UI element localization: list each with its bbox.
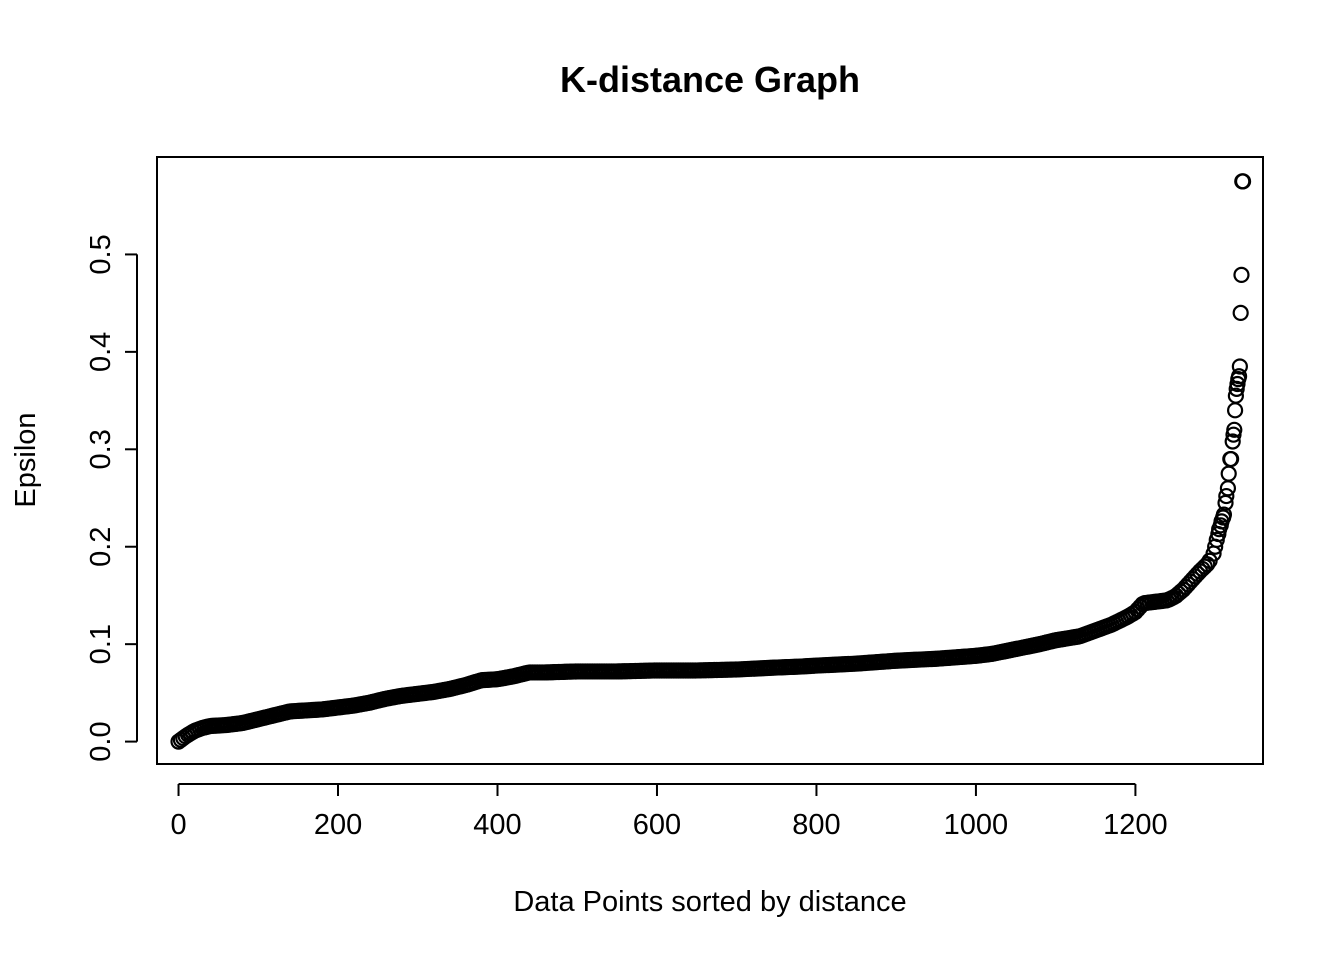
y-tick-label: 0.4	[85, 332, 117, 372]
data-point	[1218, 487, 1235, 505]
chart-title: K-distance Graph	[560, 59, 860, 100]
x-tick-label: 0	[170, 809, 186, 841]
data-point	[1231, 358, 1248, 375]
x-tick-label: 800	[792, 809, 840, 841]
y-tick-label: 0.3	[85, 429, 117, 469]
data-point	[1226, 421, 1243, 438]
x-tick-label: 1200	[1103, 809, 1168, 841]
y-tick-label: 0.2	[85, 527, 117, 567]
data-point	[1230, 368, 1248, 385]
x-axis-label: Data Points sorted by distance	[513, 886, 906, 918]
data-points	[170, 173, 1252, 750]
plot-frame	[156, 156, 1264, 765]
data-point	[1234, 173, 1252, 190]
y-tick-label: 0.1	[85, 624, 117, 664]
data-point	[1233, 266, 1250, 283]
x-tick-label: 200	[314, 809, 362, 841]
y-axis-label: Epsilon	[10, 412, 42, 507]
data-point	[1227, 387, 1244, 404]
x-tick-label: 600	[633, 809, 681, 841]
x-axis: 0 200 400 600 800 1000 1200	[170, 783, 1168, 841]
x-tick-label: 400	[473, 809, 521, 841]
data-point	[1223, 450, 1240, 468]
y-tick-label: 0.0	[85, 721, 117, 761]
data-point	[1220, 465, 1237, 482]
x-tick-label: 1000	[944, 809, 1009, 841]
y-tick-label: 0.5	[85, 234, 117, 274]
y-axis: 0.0 0.1 0.2 0.3 0.4 0.5	[85, 234, 138, 762]
data-point	[1232, 304, 1249, 321]
data-point	[1226, 402, 1244, 419]
data-point	[1215, 506, 1233, 523]
data-point	[1224, 433, 1241, 450]
